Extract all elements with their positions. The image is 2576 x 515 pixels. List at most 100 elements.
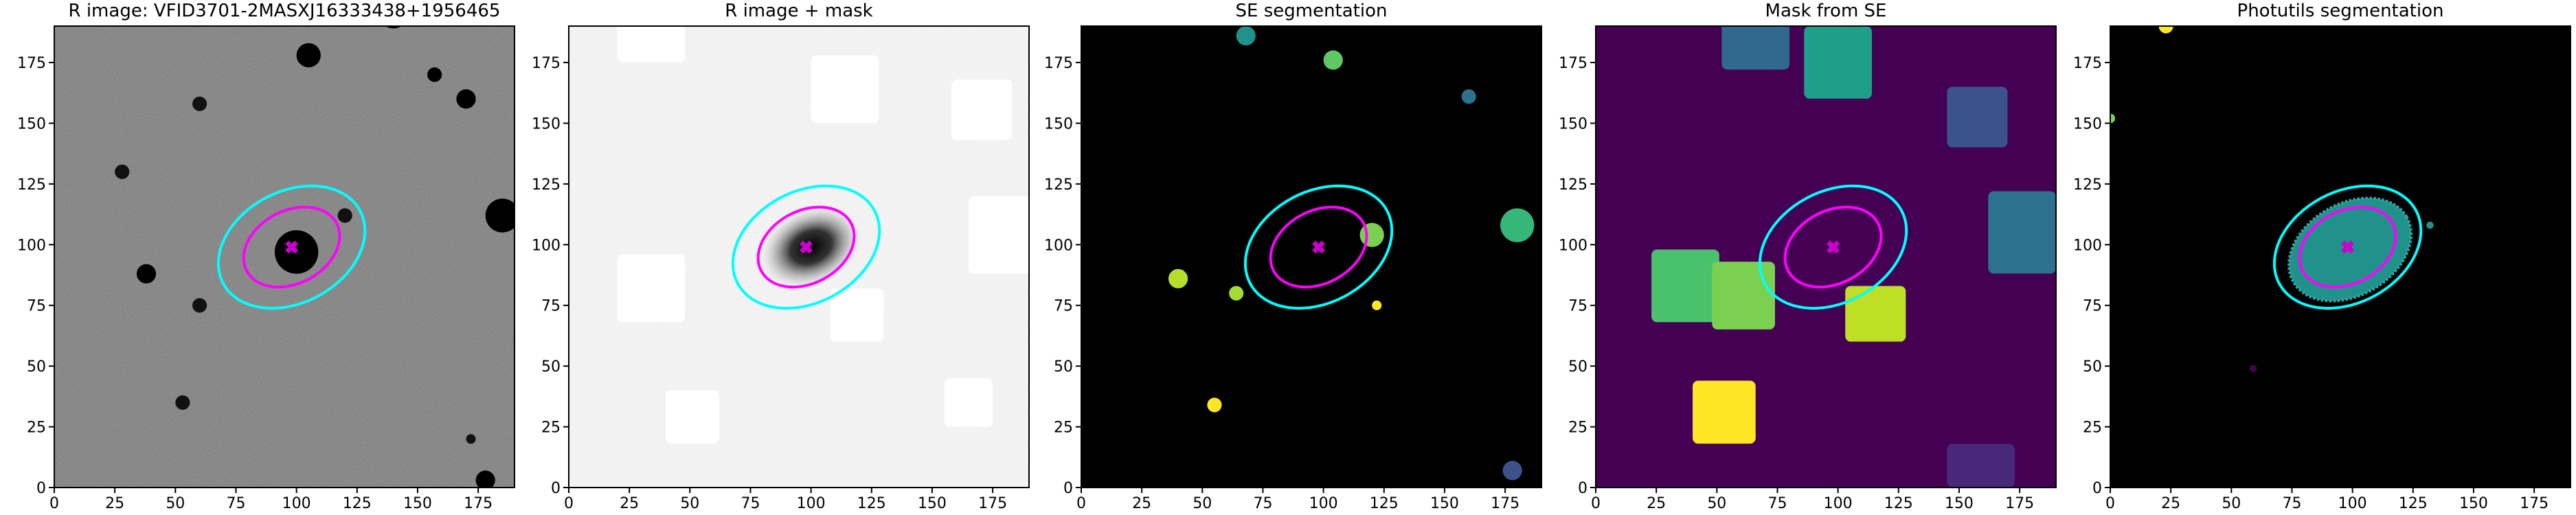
x-tick-label: 175 [464,495,493,512]
aperture-inner [242,205,341,289]
center-marker [800,240,813,254]
y-tick-label: 175 [2073,55,2102,72]
aperture-inner [1269,205,1368,289]
x-tick-label: 175 [1491,495,1519,512]
center-marker [1827,240,1840,254]
x-tick-label: 50 [166,495,185,512]
y-tick-label: 100 [1044,237,1073,254]
source [1359,222,1384,247]
x-tick-label: 0 [1591,495,1601,512]
aperture-inner [756,205,856,289]
x-tick-label: 100 [797,495,826,512]
y-tick-label: 50 [1568,358,1588,376]
y-tick-label: 175 [1559,55,1588,72]
y-tick-label: 75 [2083,298,2102,315]
panel: R image + mask 0 25 50 75 100 125 150 175 0 25 50 75… [532,1,1030,512]
axes-frame [568,25,1030,488]
source [1461,89,1476,104]
x-tick-label: 25 [1132,495,1151,512]
image [569,26,1029,488]
y-tick-label: 150 [532,115,561,133]
y-tick-label: 0 [2092,480,2102,497]
mask-region [1804,26,1872,99]
y-tick-label: 0 [36,480,46,497]
y-tick-label: 100 [1559,237,1588,254]
y-tick-label: 50 [2083,358,2102,376]
x-tick-label: 150 [403,495,432,512]
y-tick-label: 175 [1044,55,1073,72]
source [175,395,190,410]
axes-frame [1081,25,1542,488]
mask-region [617,254,686,323]
source [2249,365,2257,372]
y-tick-label: 50 [27,358,46,376]
x-tick-label: 150 [1945,495,1974,512]
axes-frame [54,25,515,488]
mask-region [811,55,879,124]
x-tick-label: 125 [857,495,886,512]
x-tick-label: 50 [680,495,699,512]
mask-region [1721,26,1790,70]
y-tick-label: 75 [1054,298,1073,315]
aperture-outer [731,184,881,310]
panel-title: SE segmentation [1236,1,1388,21]
aperture-outer [216,184,367,310]
aperture-inner [2298,205,2397,289]
source [475,470,495,488]
source [192,298,207,313]
x-tick-label: 150 [1430,495,1459,512]
source [296,43,321,68]
mask-region [944,378,993,427]
y-tick-label: 100 [17,237,46,254]
axes-frame [2110,25,2571,488]
mask-region [951,79,1013,140]
mask-region [968,196,1029,274]
x-tick-label: 25 [1647,495,1666,512]
panel-title: Mask from SE [1765,1,1887,21]
y-tick-label: 125 [17,176,46,194]
panel: Mask from SE 0 25 50 75 100 125 150 175 0 25 50 75 10… [1559,1,2057,512]
y-tick-label: 150 [1044,115,1073,133]
source [2426,221,2434,229]
y-tick-label: 175 [532,55,561,72]
panel-title: R image + mask [725,1,873,21]
y-tick-label: 0 [551,480,561,497]
source [115,164,130,179]
mask-region [666,390,719,444]
y-tick-label: 25 [1054,420,1073,437]
y-tick-label: 75 [1568,298,1588,315]
source [1168,268,1188,288]
y-tick-label: 100 [532,237,561,254]
x-tick-label: 25 [620,495,639,512]
x-tick-label: 125 [2399,495,2428,512]
source [337,208,352,223]
source [485,198,515,233]
source [274,230,319,274]
mask-region [830,288,884,342]
source [1502,461,1522,481]
x-tick-label: 75 [1767,495,1787,512]
y-tick-label: 125 [532,176,561,194]
y-tick-label: 125 [1044,176,1073,194]
x-tick-label: 175 [978,495,1007,512]
source [1236,26,1256,46]
galaxy [760,205,862,289]
mask-region [1651,249,1719,323]
mask-region [1947,87,2008,148]
mask-region [1845,286,1906,342]
y-tick-label: 75 [541,298,561,315]
x-tick-label: 0 [1076,495,1086,512]
source [1323,50,1343,70]
source [136,264,157,284]
x-tick-label: 100 [1824,495,1853,512]
y-tick-label: 150 [1559,115,1588,133]
mask-region [1712,262,1775,330]
y-tick-label: 150 [2073,115,2102,133]
x-tick-label: 100 [1309,495,1338,512]
mask-region [1947,444,2015,488]
x-tick-label: 0 [564,495,574,512]
source [466,434,476,444]
source [1207,398,1222,413]
source [192,96,207,111]
y-tick-label: 100 [2073,237,2102,254]
